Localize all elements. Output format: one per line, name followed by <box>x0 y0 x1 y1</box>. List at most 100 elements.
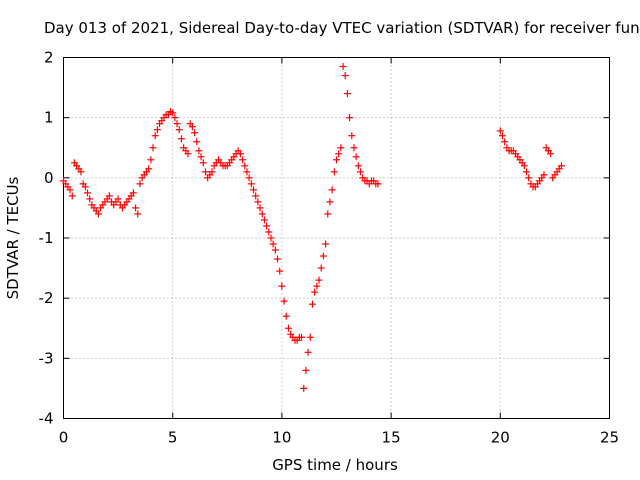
data-point <box>352 153 360 161</box>
data-point <box>317 264 325 272</box>
data-point <box>245 174 253 182</box>
data-point <box>66 186 74 194</box>
data-point <box>81 183 89 191</box>
data-point <box>241 162 249 170</box>
data-point <box>239 156 247 164</box>
data-point <box>496 127 504 135</box>
data-point <box>184 150 192 158</box>
data-point <box>68 192 76 200</box>
x-tick-label: 10 <box>272 429 291 447</box>
data-point <box>236 150 244 158</box>
data-point <box>337 144 345 152</box>
data-point <box>354 162 362 170</box>
data-point <box>520 162 528 170</box>
data-point <box>274 255 282 263</box>
data-point <box>557 162 565 170</box>
data-point <box>169 109 177 117</box>
data-point <box>350 144 358 152</box>
data-point <box>247 180 255 188</box>
data-point <box>147 156 155 164</box>
data-point <box>252 192 260 200</box>
data-point <box>308 300 316 308</box>
data-point <box>343 90 351 98</box>
chart-title: Day 013 of 2021, Sidereal Day-to-day VTE… <box>44 19 640 37</box>
data-point <box>151 132 159 140</box>
data-point <box>177 135 185 143</box>
data-point <box>271 246 279 254</box>
data-point <box>195 147 203 155</box>
data-point <box>302 366 310 374</box>
data-point <box>197 153 205 161</box>
y-tick-label: -3 <box>39 349 54 367</box>
data-point <box>149 144 157 152</box>
x-tick-label: 0 <box>59 429 69 447</box>
data-point <box>276 267 284 275</box>
y-tick-label: 2 <box>44 49 54 67</box>
data-point <box>324 210 332 218</box>
y-tick-label: -4 <box>39 410 54 428</box>
data-point <box>540 171 548 179</box>
data-point <box>256 204 264 212</box>
data-points <box>60 63 565 392</box>
data-point <box>260 216 268 224</box>
data-point <box>547 150 555 158</box>
data-point <box>153 126 161 134</box>
y-tick-label: 0 <box>44 169 54 187</box>
data-point <box>171 114 179 122</box>
data-point <box>269 240 277 248</box>
data-point <box>263 222 271 230</box>
data-point <box>136 180 144 188</box>
data-point <box>86 195 94 203</box>
data-point <box>188 123 196 131</box>
x-tick-label: 5 <box>168 429 178 447</box>
y-tick-label: -2 <box>39 289 54 307</box>
data-point <box>339 63 347 71</box>
data-point <box>193 138 201 146</box>
grid-lines <box>63 57 610 419</box>
data-point <box>199 159 207 167</box>
data-point <box>357 168 365 176</box>
data-point <box>525 174 533 182</box>
data-point <box>243 168 251 176</box>
data-point <box>306 333 314 341</box>
data-point <box>175 126 183 134</box>
data-point <box>258 210 266 218</box>
data-point <box>328 186 336 194</box>
data-point <box>282 312 290 320</box>
data-point <box>341 72 349 80</box>
data-point <box>374 180 382 188</box>
data-point <box>114 195 122 203</box>
axis-ticks: 0 5 10 15 20 25 -4 -3 -2 -1 0 1 2 <box>39 49 620 447</box>
data-point <box>330 168 338 176</box>
data-point <box>304 348 312 356</box>
data-point <box>173 120 181 128</box>
data-point <box>501 138 509 146</box>
data-point <box>326 198 334 206</box>
data-point <box>313 282 321 290</box>
data-point <box>311 288 319 296</box>
data-point <box>300 384 308 392</box>
x-tick-label: 25 <box>600 429 619 447</box>
data-point <box>134 210 142 218</box>
y-tick-label: 1 <box>44 109 54 127</box>
y-axis-label: SDTVAR / TECUs <box>4 176 22 299</box>
data-point <box>208 168 216 176</box>
data-point <box>333 156 340 164</box>
y-tick-label: -1 <box>39 229 54 247</box>
data-point <box>201 168 209 176</box>
data-point <box>94 210 102 218</box>
data-point <box>315 276 323 284</box>
data-point <box>105 192 113 200</box>
data-point <box>319 252 327 260</box>
x-tick-label: 20 <box>491 429 510 447</box>
data-point <box>335 150 343 158</box>
data-point <box>250 186 258 194</box>
data-point <box>298 333 306 341</box>
data-point <box>346 114 354 122</box>
x-axis-label: GPS time / hours <box>272 456 398 474</box>
data-point <box>254 198 262 206</box>
data-point <box>348 132 356 140</box>
data-point <box>84 189 92 197</box>
data-point <box>322 240 330 248</box>
